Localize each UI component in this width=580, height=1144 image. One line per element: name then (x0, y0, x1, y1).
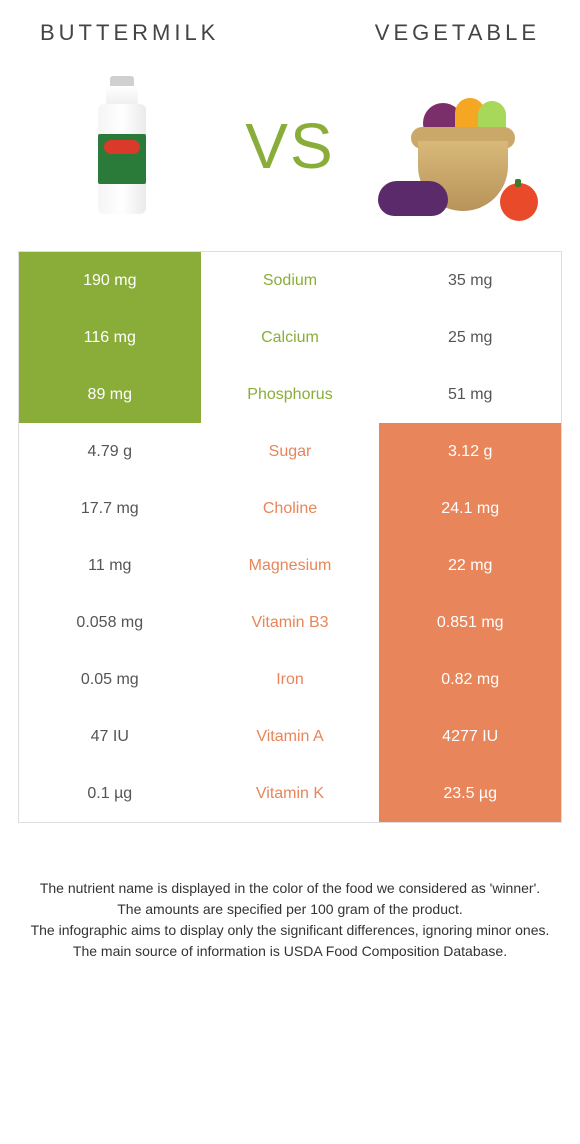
nutrient-name: Sugar (201, 423, 380, 480)
table-row: 17.7 mgCholine24.1 mg (19, 480, 561, 537)
table-row: 47 IUVitamin A4277 IU (19, 708, 561, 765)
right-value: 51 mg (379, 366, 561, 423)
right-value: 3.12 g (379, 423, 561, 480)
table-row: 89 mgPhosphorus51 mg (19, 366, 561, 423)
footnote-line: The infographic aims to display only the… (30, 920, 550, 941)
left-value: 0.05 mg (19, 651, 201, 708)
table-row: 11 mgMagnesium22 mg (19, 537, 561, 594)
nutrient-name: Choline (201, 480, 380, 537)
table-row: 190 mgSodium35 mg (19, 252, 561, 309)
footnote-line: The nutrient name is displayed in the co… (30, 878, 550, 899)
table-row: 116 mgCalcium25 mg (19, 309, 561, 366)
nutrient-name: Vitamin B3 (201, 594, 380, 651)
right-value: 22 mg (379, 537, 561, 594)
vegetable-basket-icon (383, 71, 533, 221)
nutrient-name: Calcium (201, 309, 380, 366)
nutrient-name: Iron (201, 651, 380, 708)
nutrient-name: Vitamin A (201, 708, 380, 765)
left-value: 190 mg (19, 252, 201, 309)
table-row: 0.058 mgVitamin B30.851 mg (19, 594, 561, 651)
right-value: 4277 IU (379, 708, 561, 765)
right-value: 23.5 µg (379, 765, 561, 822)
table-row: 0.05 mgIron0.82 mg (19, 651, 561, 708)
left-value: 47 IU (19, 708, 201, 765)
right-value: 35 mg (379, 252, 561, 309)
footnotes: The nutrient name is displayed in the co… (0, 823, 580, 972)
right-value: 25 mg (379, 309, 561, 366)
left-value: 0.1 µg (19, 765, 201, 822)
left-value: 0.058 mg (19, 594, 201, 651)
right-value: 24.1 mg (379, 480, 561, 537)
right-food-title: Vegetable (375, 20, 540, 46)
table-row: 4.79 gSugar3.12 g (19, 423, 561, 480)
images-row: VS (0, 56, 580, 251)
header: Buttermilk Vegetable (0, 0, 580, 56)
table-row: 0.1 µgVitamin K23.5 µg (19, 765, 561, 822)
left-value: 116 mg (19, 309, 201, 366)
left-value: 89 mg (19, 366, 201, 423)
right-food-image (378, 66, 538, 226)
nutrient-name: Vitamin K (201, 765, 380, 822)
nutrient-name: Sodium (201, 252, 380, 309)
nutrient-name: Phosphorus (201, 366, 380, 423)
right-value: 0.82 mg (379, 651, 561, 708)
nutrient-table: 190 mgSodium35 mg116 mgCalcium25 mg89 mg… (18, 251, 562, 823)
footnote-line: The amounts are specified per 100 gram o… (30, 899, 550, 920)
left-food-title: Buttermilk (40, 20, 219, 46)
footnote-line: The main source of information is USDA F… (30, 941, 550, 962)
vs-text: VS (245, 109, 334, 183)
page: Buttermilk Vegetable VS 190 mgSodium35 m… (0, 0, 580, 972)
right-value: 0.851 mg (379, 594, 561, 651)
buttermilk-icon (92, 76, 152, 216)
left-food-image (42, 66, 202, 226)
nutrient-name: Magnesium (201, 537, 380, 594)
left-value: 4.79 g (19, 423, 201, 480)
left-value: 11 mg (19, 537, 201, 594)
left-value: 17.7 mg (19, 480, 201, 537)
